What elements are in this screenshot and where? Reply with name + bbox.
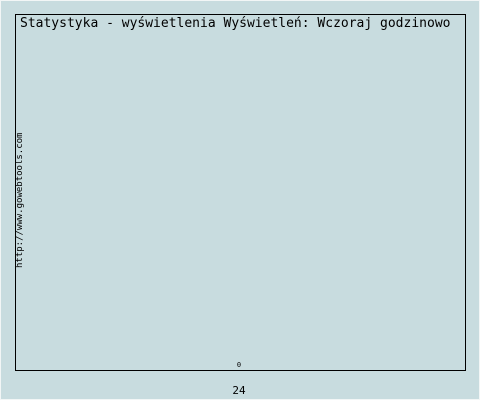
chart-title: Statystyka - wyświetlenia Wyświetleń: Wc…	[20, 16, 451, 31]
chart-frame	[15, 14, 466, 371]
source-url-label: http://www.gowebtools.com	[15, 132, 25, 268]
